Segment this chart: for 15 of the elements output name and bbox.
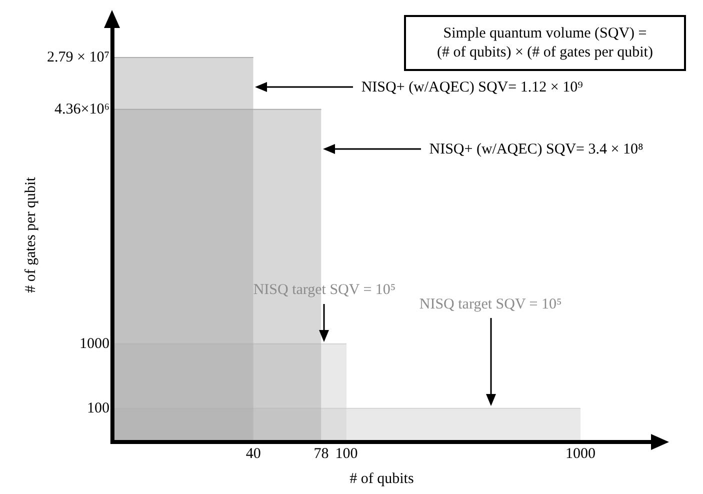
y-tick-label: 4.36×10⁶ [54, 101, 110, 118]
x-tick-label: 78 [314, 446, 329, 462]
annotation: NISQ+ (w/AQEC) SQV= 1.12 × 10⁹ [361, 79, 583, 96]
y-tick-label: 2.79 × 10⁷ [46, 49, 110, 66]
y-tick-label: 100 [86, 400, 110, 416]
y-tick-label: 1000 [79, 336, 110, 352]
y-axis-title: # of gates per qubit [22, 176, 39, 293]
annotation: NISQ target SQV = 10⁵ [419, 296, 562, 312]
annotation: Simple quantum volume (SQV) = (# of qubits) × (# of gates per qubit) [437, 25, 653, 60]
x-axis-title: # of qubits [350, 470, 414, 487]
x-tick-label: 40 [246, 446, 261, 462]
annotation: NISQ+ (w/AQEC) SQV= 3.4 × 10⁸ [429, 141, 644, 158]
annotation: NISQ target SQV = 10⁵ [253, 282, 396, 298]
x-tick-label: 100 [335, 446, 358, 462]
x-tick-label: 1000 [566, 446, 596, 462]
